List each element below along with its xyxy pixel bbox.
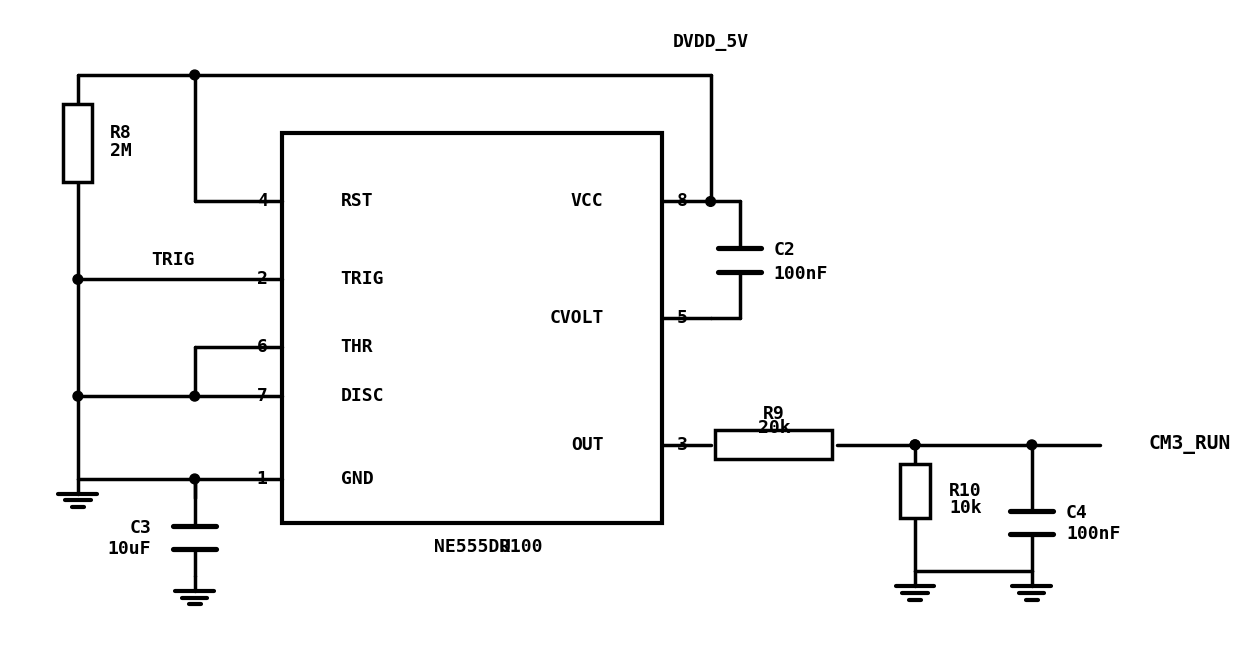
Text: TRIG: TRIG xyxy=(341,270,384,288)
Text: R10: R10 xyxy=(949,482,982,499)
Text: 3: 3 xyxy=(677,436,687,454)
Circle shape xyxy=(190,392,200,401)
Circle shape xyxy=(1027,440,1037,449)
Text: THR: THR xyxy=(341,338,373,357)
Text: TRIG: TRIG xyxy=(151,251,195,269)
Bar xyxy=(63,104,93,182)
Text: 10k: 10k xyxy=(949,499,982,517)
Text: NE555DR: NE555DR xyxy=(434,538,510,556)
Text: GND: GND xyxy=(341,470,373,488)
Text: 100nF: 100nF xyxy=(1066,525,1120,544)
Text: C2: C2 xyxy=(774,241,796,259)
Text: CVOLT: CVOLT xyxy=(549,309,604,327)
Text: 6: 6 xyxy=(257,338,268,357)
Bar xyxy=(283,134,662,522)
Text: 2M: 2M xyxy=(110,142,131,160)
Text: CM3_RUN: CM3_RUN xyxy=(1148,436,1231,454)
Text: OUT: OUT xyxy=(570,436,604,454)
Text: 1: 1 xyxy=(257,470,268,488)
Text: 20k: 20k xyxy=(758,419,790,438)
Circle shape xyxy=(190,70,200,80)
Circle shape xyxy=(706,197,715,207)
Text: 5: 5 xyxy=(677,309,687,327)
Circle shape xyxy=(190,474,200,484)
Text: C3: C3 xyxy=(129,519,151,536)
Circle shape xyxy=(73,274,83,284)
Text: 7: 7 xyxy=(257,387,268,405)
Text: C4: C4 xyxy=(1066,504,1087,522)
Text: RST: RST xyxy=(341,193,373,211)
Circle shape xyxy=(910,440,920,449)
Circle shape xyxy=(73,392,83,401)
Text: 2: 2 xyxy=(257,270,268,288)
Text: DVDD_5V: DVDD_5V xyxy=(672,33,749,51)
Text: U100: U100 xyxy=(498,538,543,556)
Text: R9: R9 xyxy=(763,405,785,422)
Text: DISC: DISC xyxy=(341,387,384,405)
Text: R8: R8 xyxy=(110,124,131,142)
Bar xyxy=(715,430,832,459)
Text: VCC: VCC xyxy=(570,193,604,211)
Text: 8: 8 xyxy=(677,193,687,211)
Bar xyxy=(900,465,930,518)
Text: 100nF: 100nF xyxy=(774,265,828,284)
Text: 10uF: 10uF xyxy=(108,540,151,558)
Circle shape xyxy=(910,440,920,449)
Text: 4: 4 xyxy=(257,193,268,211)
